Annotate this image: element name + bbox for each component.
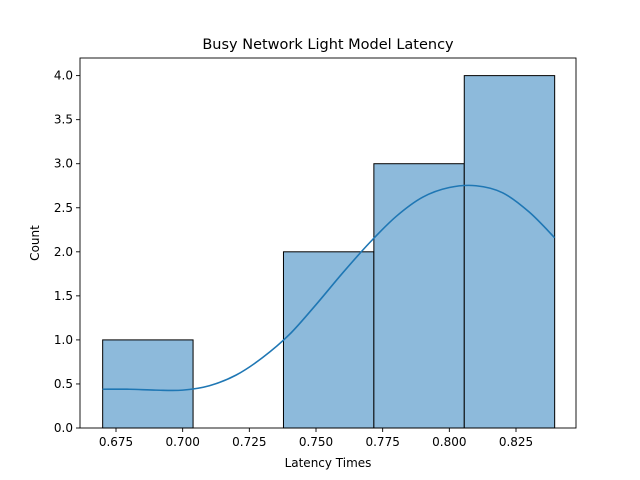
- x-tick-label: 0.800: [432, 435, 466, 449]
- histogram-bar-4: [463, 75, 556, 429]
- y-axis-label: Count: [28, 225, 42, 261]
- x-tick-label: 0.750: [299, 435, 333, 449]
- y-tick-label: 0.0: [54, 421, 73, 435]
- y-tick-label: 1.5: [54, 289, 73, 303]
- y-tick-label: 2.5: [54, 201, 73, 215]
- y-tick-label: 3.0: [54, 157, 73, 171]
- chart-title: Busy Network Light Model Latency: [202, 37, 454, 53]
- bars-group: [102, 75, 556, 429]
- x-axis-label: Latency Times: [285, 456, 372, 470]
- x-axis: 0.675 0.700 0.725 0.750 0.775 0.800 0.825: [99, 428, 533, 449]
- histogram-bar-3: [373, 163, 465, 429]
- y-tick-label: 3.5: [54, 113, 73, 127]
- histogram-bar-2: [282, 251, 375, 429]
- kde-line: [102, 184, 556, 392]
- y-tick-label: 4.0: [54, 69, 73, 83]
- x-tick-label: 0.825: [499, 435, 533, 449]
- y-tick-label: 0.5: [54, 377, 73, 391]
- y-axis: 0.0 0.5 1.0 1.5 2.0 2.5 3.0 3.5 4.0: [54, 69, 80, 435]
- histogram-bar-0: [102, 339, 194, 429]
- plot-frame: [79, 57, 577, 429]
- y-tick-label: 1.0: [54, 333, 73, 347]
- y-tick-label: 2.0: [54, 245, 73, 259]
- x-tick-label: 0.700: [165, 435, 199, 449]
- x-tick-label: 0.775: [365, 435, 399, 449]
- x-tick-label: 0.725: [232, 435, 266, 449]
- x-tick-label: 0.675: [99, 435, 133, 449]
